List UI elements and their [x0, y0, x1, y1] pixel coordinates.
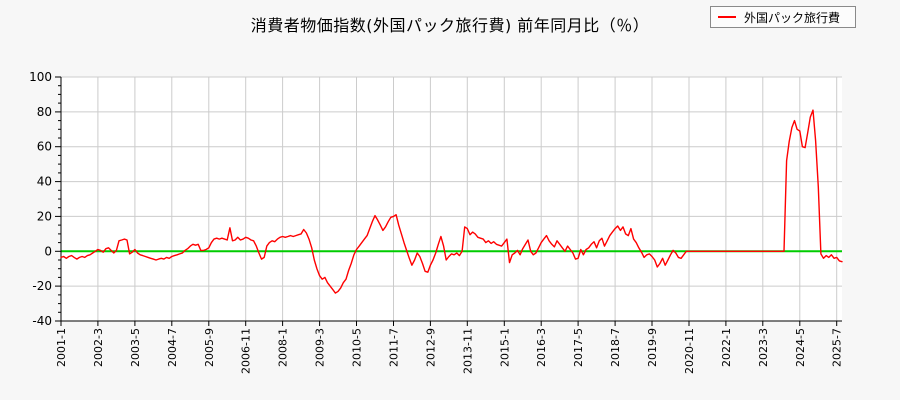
- svg-text:2017-5: 2017-5: [572, 328, 585, 367]
- svg-text:60: 60: [37, 140, 52, 154]
- svg-text:2020-11: 2020-11: [683, 328, 696, 374]
- svg-text:2003-5: 2003-5: [129, 328, 142, 367]
- svg-text:2016-3: 2016-3: [535, 328, 548, 367]
- svg-text:2023-3: 2023-3: [757, 328, 770, 367]
- svg-text:2018-7: 2018-7: [609, 328, 622, 367]
- svg-text:2025-7: 2025-7: [831, 328, 844, 367]
- svg-text:2022-1: 2022-1: [720, 328, 733, 367]
- svg-text:2012-9: 2012-9: [424, 328, 437, 367]
- svg-text:0: 0: [44, 244, 52, 258]
- svg-text:2001-1: 2001-1: [55, 328, 68, 367]
- svg-text:2011-7: 2011-7: [388, 328, 401, 367]
- svg-text:2009-3: 2009-3: [314, 328, 327, 367]
- svg-text:-40: -40: [32, 314, 52, 328]
- legend-line-swatch-icon: [718, 16, 736, 18]
- svg-text:20: 20: [37, 209, 52, 223]
- chart-title: 消費者物価指数(外国パック旅行費) 前年同月比（％）: [250, 16, 650, 35]
- svg-text:40: 40: [37, 175, 52, 189]
- svg-text:80: 80: [37, 105, 52, 119]
- svg-text:2010-5: 2010-5: [351, 328, 364, 367]
- svg-text:2013-11: 2013-11: [461, 328, 474, 374]
- legend: 外国パック旅行費: [710, 6, 856, 28]
- svg-text:2005-9: 2005-9: [203, 328, 216, 367]
- svg-text:2002-3: 2002-3: [92, 328, 105, 367]
- svg-text:100: 100: [29, 70, 52, 84]
- svg-text:2015-1: 2015-1: [498, 328, 511, 367]
- svg-text:-20: -20: [32, 279, 52, 293]
- svg-text:2006-11: 2006-11: [240, 328, 253, 374]
- legend-label: 外国パック旅行費: [744, 10, 841, 25]
- svg-text:2004-7: 2004-7: [166, 328, 179, 367]
- svg-text:2024-5: 2024-5: [794, 328, 807, 367]
- svg-text:2008-1: 2008-1: [277, 328, 290, 367]
- svg-text:2019-9: 2019-9: [646, 328, 659, 367]
